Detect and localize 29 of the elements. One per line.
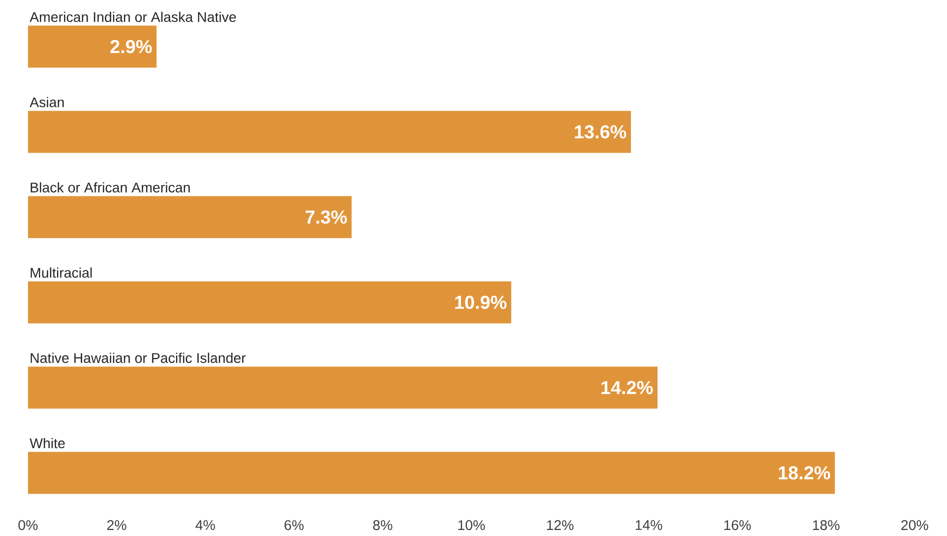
x-tick-label: 8% <box>373 520 392 530</box>
x-tick-label: 4% <box>196 520 215 530</box>
x-tick-label: 16% <box>724 520 751 530</box>
x-tick-label: 0% <box>18 520 38 530</box>
y-tick-label: American Indian or Alaska Native <box>30 12 236 22</box>
bar <box>28 110 631 153</box>
bar <box>28 196 352 238</box>
data-label: 14.2% <box>602 380 653 394</box>
bar <box>28 452 835 494</box>
bar <box>28 366 658 409</box>
bar <box>28 26 157 68</box>
y-tick-label: Black or African American <box>30 182 190 192</box>
data-label: 7.3% <box>306 210 347 224</box>
y-tick-label: White <box>30 438 65 448</box>
x-tick-label: 12% <box>547 520 574 530</box>
data-label: 13.6% <box>574 125 626 138</box>
data-label: 10.9% <box>455 296 506 309</box>
x-tick-label: 18% <box>813 520 840 530</box>
y-tick-label: Native Hawaiian or Pacific Islander <box>30 352 246 363</box>
data-label: 2.9% <box>110 40 152 54</box>
x-tick-label: 10% <box>458 520 485 530</box>
x-tick-label: 2% <box>107 520 126 530</box>
x-tick-label: 20% <box>901 520 928 530</box>
x-tick-label: 6% <box>284 520 304 530</box>
y-tick-label: Asian <box>30 96 64 108</box>
x-tick-label: 14% <box>636 520 662 530</box>
y-tick-label: Multiracial <box>30 267 92 278</box>
bar <box>28 281 512 324</box>
data-label: 18.2% <box>778 466 830 480</box>
